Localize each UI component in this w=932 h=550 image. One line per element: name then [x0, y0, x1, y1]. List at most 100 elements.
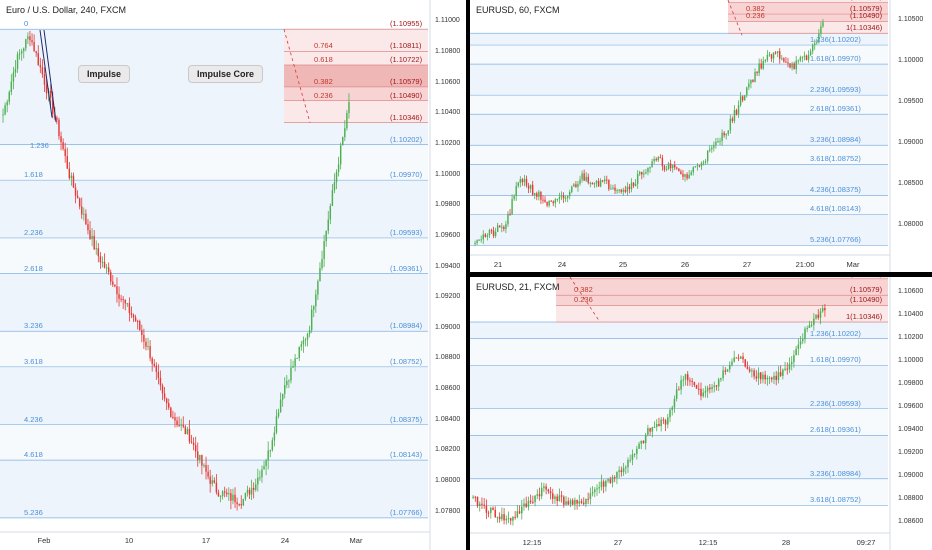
candle-body — [799, 57, 802, 61]
candle-body — [527, 185, 530, 189]
candle-body — [759, 372, 762, 380]
candle-body — [511, 199, 513, 215]
candle-body — [540, 488, 543, 497]
candle-body — [306, 333, 309, 340]
chart-canvas-60[interactable] — [470, 0, 932, 272]
core-ratio-label: 0.618 — [314, 54, 333, 64]
candle-body — [52, 97, 54, 114]
candle-body — [569, 191, 571, 196]
chart-pane-eurusd-60[interactable]: EURUSD, 60, FXCM 1.10500 1.10000 1.09500 1.… — [470, 0, 932, 272]
candle-body — [110, 272, 112, 282]
candle-body — [578, 501, 581, 504]
core-zone-mid — [556, 278, 888, 306]
candle-body — [624, 467, 627, 469]
candle-body — [478, 239, 480, 241]
candle-body — [757, 372, 760, 379]
candle-body — [651, 427, 654, 432]
candle-body — [112, 281, 114, 285]
fib-band — [0, 424, 428, 461]
candle-body — [664, 420, 667, 425]
candle-body — [157, 371, 160, 378]
candle-body — [279, 399, 282, 413]
candle-body — [587, 498, 589, 500]
candle-body — [190, 441, 193, 443]
candle-body — [744, 95, 746, 101]
candle-body — [717, 379, 720, 387]
candle-body — [645, 172, 647, 174]
candle-body — [817, 314, 820, 318]
candle-body — [753, 370, 755, 377]
chart-pane-eurusd-240[interactable]: Euro / U.S. Dollar, 240, FXCM 1.11000 1.1… — [0, 0, 466, 550]
candle-body — [66, 156, 68, 169]
candle-body — [147, 346, 149, 348]
candle-body — [292, 366, 294, 368]
candle-body — [313, 306, 315, 310]
candle-body — [83, 213, 85, 215]
price-axis-label: 1.09200 — [435, 293, 461, 301]
candle-body — [691, 380, 693, 383]
fib-band — [470, 64, 888, 96]
fib-level-label: 2.236(1.09593) — [810, 398, 861, 408]
price-axis-label: 1.10600 — [898, 287, 924, 295]
candle-body — [723, 132, 725, 136]
candle-body — [782, 369, 784, 376]
impulse-callout[interactable]: Impulse — [78, 65, 131, 83]
fib-price-label: (1.07766) — [390, 507, 423, 517]
core-price-label: (1.10490) — [850, 11, 883, 21]
candle-body — [735, 110, 738, 115]
fib-level-label: 3.236(1.08984) — [810, 468, 861, 478]
candle-body — [706, 387, 709, 392]
candle-body — [639, 171, 641, 175]
candle-body — [702, 392, 704, 397]
candle-body — [758, 63, 760, 74]
candle-body — [172, 416, 174, 418]
chart-canvas-240[interactable] — [0, 0, 466, 550]
candle-body — [717, 141, 719, 143]
candle-body — [698, 165, 701, 167]
candle-body — [505, 224, 507, 229]
pane-divider-vertical[interactable] — [466, 0, 470, 550]
candle-body — [284, 385, 286, 394]
core-price-label: (1.10955) — [390, 19, 423, 29]
fib-band — [470, 408, 888, 436]
pane-divider-horizontal[interactable] — [470, 272, 932, 277]
candle-body — [31, 40, 33, 43]
candle-body — [552, 201, 554, 204]
candle-body — [819, 311, 822, 318]
candle-body — [536, 193, 538, 197]
candle-body — [339, 145, 342, 165]
candle-body — [4, 105, 6, 115]
candle-body — [534, 495, 536, 503]
candle-body — [661, 157, 664, 167]
candle-body — [14, 68, 17, 73]
candle-body — [107, 267, 110, 273]
impulse-core-callout[interactable]: Impulse Core — [188, 65, 264, 83]
candle-body — [335, 171, 338, 183]
chart-pane-eurusd-21[interactable]: EURUSD, 21, FXCM 1.10600 1.10400 1.10200 1.… — [470, 277, 932, 550]
candle-body — [700, 388, 702, 397]
candle-body — [711, 147, 713, 150]
chart-canvas-21[interactable] — [470, 277, 932, 550]
candle-body — [595, 181, 598, 184]
candle-body — [724, 370, 727, 372]
candle-body — [62, 142, 64, 150]
candle-body — [630, 182, 633, 190]
candle-body — [478, 503, 481, 506]
time-axis-label: 09:27 — [856, 538, 876, 547]
candle-body — [153, 363, 155, 366]
candle-body — [632, 182, 635, 186]
price-axis-label: 1.08600 — [435, 385, 461, 393]
candle-body — [653, 426, 656, 428]
candle-body — [655, 424, 658, 427]
fib-band — [470, 322, 888, 339]
candle-body — [492, 230, 495, 236]
core-trend-line — [727, 0, 743, 36]
candle-body — [558, 495, 561, 501]
candle-body — [549, 491, 552, 494]
candle-body — [662, 419, 665, 421]
core-ratio-label: 0.764 — [314, 41, 333, 51]
candle-body — [684, 374, 687, 380]
candle-body — [101, 261, 104, 263]
candle-body — [141, 330, 143, 336]
candle-body — [618, 189, 620, 191]
